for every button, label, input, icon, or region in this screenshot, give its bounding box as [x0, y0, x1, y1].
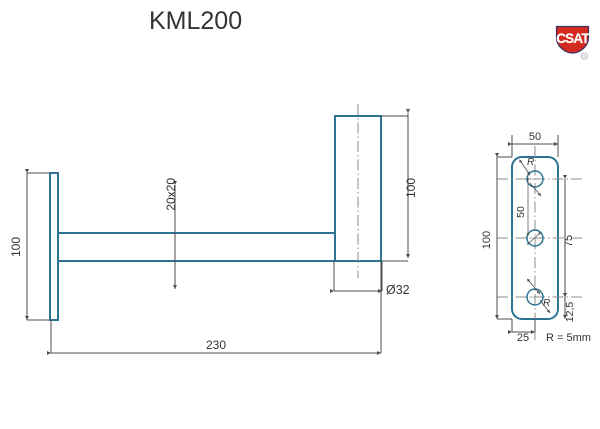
svg-text:100: 100 — [481, 231, 493, 249]
svg-text:Ø32: Ø32 — [386, 283, 410, 297]
svg-text:50: 50 — [515, 206, 527, 218]
svg-text:R: R — [527, 157, 534, 168]
svg-text:100: 100 — [404, 178, 418, 198]
svg-text:25: 25 — [517, 332, 529, 344]
svg-text:100: 100 — [9, 237, 23, 257]
svg-text:CSAT: CSAT — [556, 31, 590, 46]
svg-text:50: 50 — [529, 131, 541, 143]
svg-text:20x20: 20x20 — [164, 178, 178, 211]
svg-text:12,5: 12,5 — [564, 302, 576, 323]
svg-text:R = 5mm: R = 5mm — [546, 332, 591, 344]
svg-text:®: ® — [583, 53, 587, 59]
svg-text:230: 230 — [206, 338, 226, 352]
svg-text:R: R — [543, 298, 550, 309]
svg-text:75: 75 — [563, 235, 575, 247]
